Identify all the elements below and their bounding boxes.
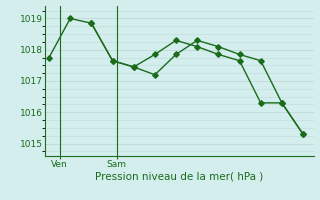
X-axis label: Pression niveau de la mer( hPa ): Pression niveau de la mer( hPa )	[95, 172, 263, 182]
